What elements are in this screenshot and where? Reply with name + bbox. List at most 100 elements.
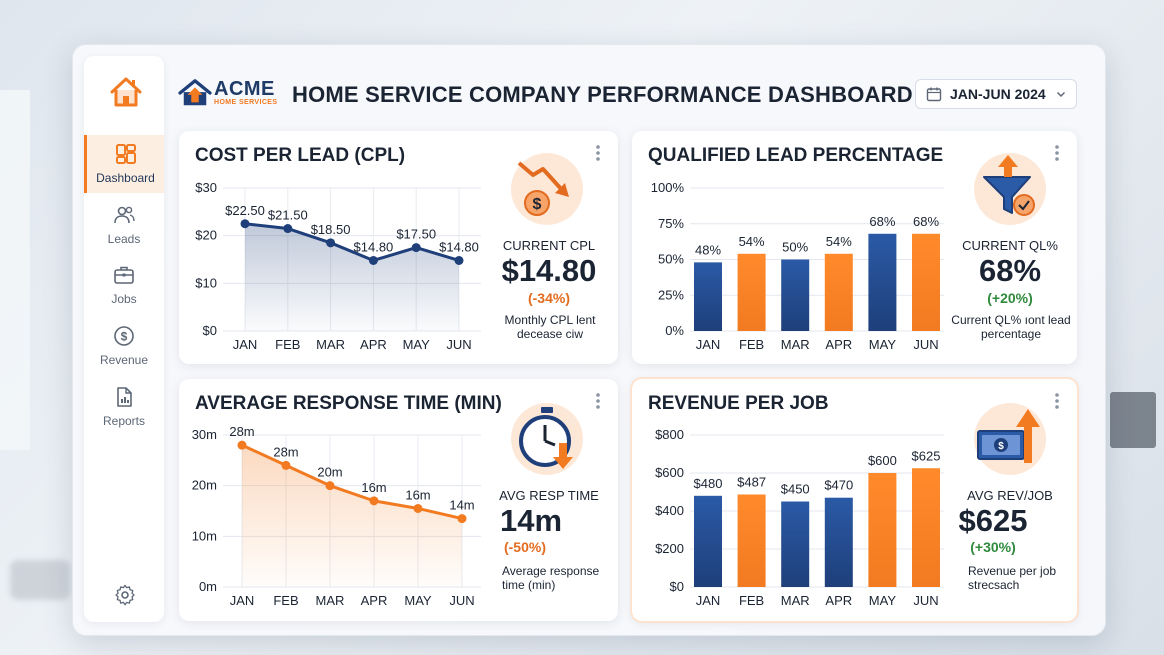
x-tick-label: JUN bbox=[446, 337, 471, 352]
date-range-picker[interactable]: JAN-JUN 2024 bbox=[915, 79, 1077, 109]
data-label: 54% bbox=[739, 234, 765, 249]
sidebar-item-reports[interactable]: Reports bbox=[84, 378, 164, 436]
x-tick-label: MAY bbox=[403, 337, 431, 352]
qualified-lead-card: QUALIFIED LEAD PERCENTAGE 0% 25% 50% 75% 100… bbox=[632, 131, 1077, 364]
bar bbox=[781, 501, 810, 587]
data-label: 50% bbox=[782, 240, 808, 255]
data-label: $480 bbox=[694, 476, 723, 491]
x-tick-label: APR bbox=[361, 593, 388, 608]
y-tick-label: 75% bbox=[658, 216, 684, 231]
data-label: 48% bbox=[695, 242, 721, 257]
kpi-delta: (+20%) bbox=[987, 290, 1033, 306]
x-tick-label: MAR bbox=[781, 593, 810, 608]
kpi-note: Current QL% ıont lead percentage bbox=[951, 313, 1071, 341]
card-title: AVERAGE RESPONSE TIME (MIN) bbox=[195, 393, 502, 414]
bar bbox=[781, 259, 810, 331]
acme-logo-icon bbox=[178, 79, 212, 106]
x-tick-label: JAN bbox=[233, 337, 258, 352]
y-tick-label: 10m bbox=[192, 528, 217, 543]
card-title: REVENUE PER JOB bbox=[648, 393, 829, 414]
data-point bbox=[454, 255, 464, 265]
y-tick-label: $0 bbox=[670, 579, 684, 594]
y-tick-label: $800 bbox=[655, 427, 684, 442]
data-label: $14.80 bbox=[439, 239, 479, 254]
data-label: $450 bbox=[781, 482, 810, 497]
y-tick-label: 25% bbox=[658, 287, 684, 302]
x-tick-label: APR bbox=[360, 337, 387, 352]
series-area bbox=[245, 223, 459, 331]
sidebar-item-label: Jobs bbox=[111, 292, 137, 306]
sidebar-item-revenue[interactable]: $ Revenue bbox=[84, 317, 164, 375]
sidebar-item-jobs[interactable]: Jobs bbox=[84, 256, 164, 314]
y-tick-label: $20 bbox=[195, 228, 217, 243]
bar bbox=[912, 468, 940, 587]
x-tick-label: JAN bbox=[230, 593, 255, 608]
kpi-value: 14m bbox=[499, 503, 563, 538]
bar bbox=[737, 253, 766, 331]
kpi-value: 68% bbox=[978, 253, 1042, 288]
data-point bbox=[283, 224, 293, 234]
data-point bbox=[413, 503, 423, 513]
bar bbox=[824, 253, 853, 331]
x-tick-label: MAR bbox=[316, 337, 345, 352]
x-tick-label: FEB bbox=[739, 593, 764, 608]
more-options-icon[interactable] bbox=[595, 143, 601, 163]
x-tick-label: APR bbox=[825, 337, 852, 352]
x-tick-label: JAN bbox=[696, 337, 721, 352]
sidebar-item-dashboard[interactable]: Dashboard bbox=[84, 135, 164, 193]
data-label: $600 bbox=[868, 453, 897, 468]
x-tick-label: JUN bbox=[913, 337, 938, 352]
data-point bbox=[281, 460, 291, 470]
sidebar-item-leads[interactable]: Leads bbox=[84, 196, 164, 254]
revenue-per-job-card: REVENUE PER JOB $0 $200 $400 $600 $800 JAN FEB… bbox=[632, 379, 1077, 621]
background-chair bbox=[10, 560, 70, 600]
background-monitor bbox=[1110, 392, 1156, 448]
data-label: $18.50 bbox=[311, 222, 351, 237]
y-tick-label: $0 bbox=[203, 323, 217, 338]
document-icon bbox=[117, 387, 132, 407]
kpi-label: CURRENT QL% bbox=[962, 238, 1058, 253]
revenue-bar-chart: $0 $200 $400 $600 $800 JAN FEB MAR APR MAY JUN $480… bbox=[655, 427, 944, 608]
sidebar-item-label: Reports bbox=[102, 414, 146, 428]
x-tick-label: JUN bbox=[913, 593, 938, 608]
sidebar-item-label: Dashboard bbox=[96, 171, 155, 185]
y-tick-label: $10 bbox=[195, 275, 217, 290]
x-tick-label: MAR bbox=[316, 593, 345, 608]
gear-icon[interactable] bbox=[114, 584, 136, 606]
series-area bbox=[242, 445, 462, 587]
data-label: $22.50 bbox=[225, 203, 265, 218]
x-tick-label: FEB bbox=[739, 337, 764, 352]
svg-text:$: $ bbox=[998, 441, 1004, 452]
home-icon[interactable] bbox=[108, 74, 144, 110]
kpi-value: $14.80 bbox=[501, 253, 597, 288]
kpi-delta: (-50%) bbox=[503, 539, 546, 555]
y-tick-label: $30 bbox=[195, 180, 217, 195]
bar bbox=[694, 495, 722, 587]
kpi-note: Revenue per job strecsach bbox=[968, 564, 1057, 592]
background-window bbox=[0, 90, 30, 450]
response-line-chart: 0m 10m 20m 30m JAN FEB MAR APR MAY JUN 28m 28m 20m 16… bbox=[192, 424, 481, 608]
bar bbox=[737, 494, 766, 587]
bar bbox=[868, 233, 897, 331]
more-options-icon[interactable] bbox=[1054, 143, 1060, 163]
x-tick-label: FEB bbox=[275, 337, 300, 352]
bar bbox=[824, 497, 853, 587]
more-options-icon[interactable] bbox=[1054, 391, 1060, 411]
y-tick-label: $600 bbox=[655, 465, 684, 480]
bar bbox=[694, 262, 722, 331]
card-title: COST PER LEAD (CPL) bbox=[195, 145, 406, 166]
kpi-label: AVG REV/JOB bbox=[967, 488, 1053, 503]
more-options-icon[interactable] bbox=[595, 391, 601, 411]
kpi-label: AVG RESP TIME bbox=[499, 488, 599, 503]
data-point bbox=[237, 440, 247, 450]
briefcase-icon bbox=[114, 266, 134, 284]
data-label: $21.50 bbox=[268, 208, 308, 223]
data-label: $487 bbox=[737, 474, 766, 489]
cpl-line-chart: $0 $10 $20 $30 JAN FEB MAR APR MAY JUN $22.50 $21.5… bbox=[195, 180, 481, 352]
x-tick-label: FEB bbox=[273, 593, 298, 608]
series-line bbox=[244, 222, 460, 262]
svg-text:$: $ bbox=[121, 330, 128, 344]
data-point bbox=[326, 238, 336, 248]
kpi-note: Average response time (min) bbox=[502, 564, 600, 592]
data-label: 16m bbox=[361, 480, 386, 495]
